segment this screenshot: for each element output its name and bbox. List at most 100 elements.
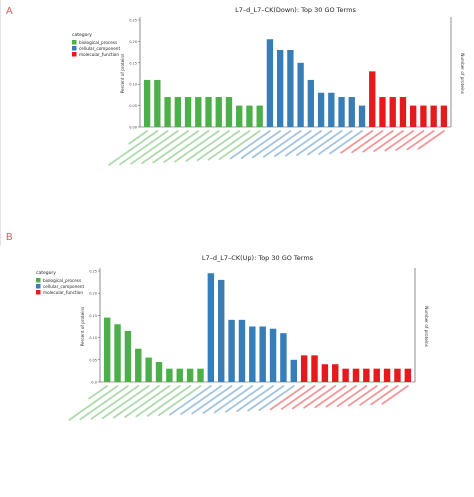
category-label-stub xyxy=(124,385,171,418)
category-label-stub xyxy=(336,385,368,407)
category-label-stub xyxy=(146,385,192,417)
bar xyxy=(184,97,192,127)
bar xyxy=(410,105,417,127)
bar xyxy=(317,92,325,127)
category-label-stub xyxy=(262,130,302,158)
bar xyxy=(135,348,142,382)
bar xyxy=(379,97,386,127)
category-label-stub xyxy=(68,385,119,421)
chart-down: L7–d_L7–CK(Down): Top 30 GO Terms 0.00 0.0… xyxy=(72,6,465,166)
category-label-stub xyxy=(185,130,230,162)
category-label-stub xyxy=(359,385,388,406)
category-label-stub xyxy=(329,130,363,155)
bar xyxy=(154,79,161,127)
bar xyxy=(197,368,204,382)
y-tick-label: 0.25 xyxy=(89,270,97,274)
y2-axis-title: Number of proteins xyxy=(460,53,465,94)
bar xyxy=(440,105,448,127)
category-label-stub xyxy=(79,385,129,421)
bar xyxy=(383,368,391,382)
bar xyxy=(164,97,171,127)
y-tick-label: 0.0 xyxy=(91,381,97,385)
bar xyxy=(297,62,304,127)
bar xyxy=(321,364,329,382)
category-label-stub xyxy=(174,130,220,163)
bar xyxy=(269,328,277,382)
bar xyxy=(276,49,284,127)
category-label-stub xyxy=(224,385,264,413)
bar xyxy=(249,326,256,382)
legend-label: biological_process xyxy=(79,40,117,45)
category-label-stub xyxy=(347,385,378,407)
category-label-stub xyxy=(292,385,326,410)
category-label-stub xyxy=(340,130,374,154)
y-tick-label: 0.00 xyxy=(129,126,137,130)
category-label-stub xyxy=(269,385,306,411)
category-label-stub xyxy=(258,385,295,411)
category-label-stub xyxy=(373,130,404,152)
y-tick-label: 0.15 xyxy=(89,314,97,318)
bar xyxy=(399,97,407,127)
y-tick-label: 0.15 xyxy=(129,61,137,65)
category-label-stub xyxy=(90,385,140,420)
category-label-stub xyxy=(381,385,409,405)
chart-title: L7–d_L7–CK(Up): Top 30 GO Terms xyxy=(202,254,314,262)
legend-swatch xyxy=(36,278,41,283)
category-label-stub xyxy=(296,130,333,156)
category-label-stub xyxy=(303,385,337,409)
legend-swatch xyxy=(72,46,77,51)
bar xyxy=(155,362,163,382)
bar xyxy=(205,97,212,127)
legend-swatch xyxy=(36,284,41,289)
category-label-stub xyxy=(88,385,109,400)
chart-up: L7–d_L7–CK(Up): Top 30 GO Terms 0.0 0.05 0.… xyxy=(36,254,429,421)
bar xyxy=(195,97,202,127)
legend-title: category xyxy=(36,270,56,276)
category-label-stub xyxy=(218,130,261,161)
panel-label-a: A xyxy=(6,6,13,17)
bar xyxy=(166,368,173,382)
legend-title: category xyxy=(72,32,92,38)
category-label-stub xyxy=(135,385,181,418)
category-label-stub xyxy=(236,385,274,413)
bar xyxy=(311,355,318,382)
category-label-stub xyxy=(191,385,233,415)
bar xyxy=(176,368,183,382)
category-label-stub xyxy=(240,130,282,159)
y-tick-label: 0.20 xyxy=(129,40,137,44)
bar xyxy=(328,92,335,127)
bar xyxy=(342,368,349,382)
legend-label: cellular_component xyxy=(79,46,120,51)
legend-label: molecular_function xyxy=(79,52,119,57)
y-tick-label: 0.05 xyxy=(89,358,97,362)
category-label-stub xyxy=(213,385,254,414)
category-label-stub xyxy=(280,385,316,410)
category-label-stub xyxy=(152,130,200,164)
bar xyxy=(358,105,366,127)
category-label-stub xyxy=(128,130,149,145)
category-label-stub xyxy=(141,130,189,165)
bar xyxy=(259,326,266,382)
category-label-stub xyxy=(163,130,210,163)
bar xyxy=(238,319,246,382)
bar xyxy=(290,359,297,382)
bar xyxy=(332,364,339,382)
bar xyxy=(143,79,151,127)
category-label-stub xyxy=(157,385,202,417)
bar xyxy=(124,330,132,382)
y-tick-label: 0.25 xyxy=(129,19,137,23)
bar xyxy=(236,105,243,127)
bar xyxy=(404,368,412,382)
page-edge-rule xyxy=(0,0,1,246)
bar xyxy=(338,97,345,127)
bar xyxy=(207,273,215,382)
bar xyxy=(246,105,253,127)
category-label-stub xyxy=(202,385,243,414)
bar xyxy=(430,105,437,127)
category-label-stub xyxy=(108,130,159,166)
bar xyxy=(145,357,152,382)
legend-label: molecular_function xyxy=(43,290,83,295)
category-label-stub xyxy=(196,130,241,162)
bar xyxy=(287,49,294,127)
